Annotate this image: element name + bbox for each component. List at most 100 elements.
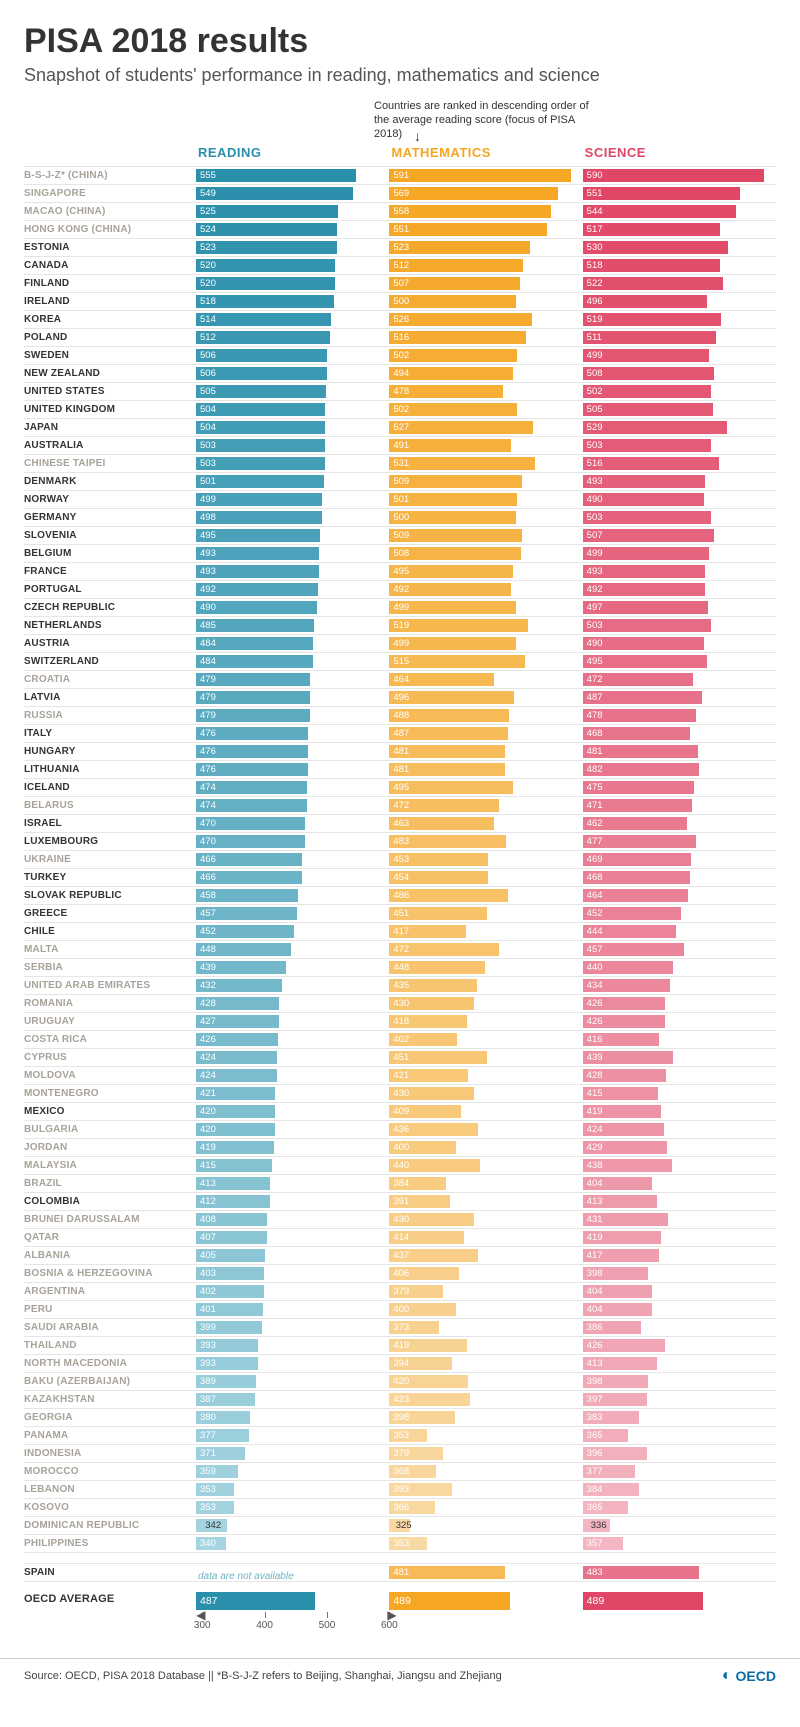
bar-cell-math: 519 xyxy=(389,619,582,633)
bar-cell-math: 325 xyxy=(389,1519,582,1533)
bar-cell-science: 386 xyxy=(583,1321,776,1335)
bar: 474 xyxy=(196,781,307,794)
bar-cell-math: 507 xyxy=(389,277,582,291)
bar-cell-reading: 514 xyxy=(196,313,389,327)
bar: 495 xyxy=(196,529,320,542)
bar-cell-reading: 499 xyxy=(196,493,389,507)
bar-value: 412 xyxy=(200,1195,216,1208)
bar: 353 xyxy=(196,1501,234,1514)
bar-cell-science: 517 xyxy=(583,223,776,237)
bar: 472 xyxy=(583,673,693,686)
bar-value: 501 xyxy=(393,493,409,506)
country-row: SLOVENIA495509507 xyxy=(24,527,776,544)
bar-cell-reading: 412 xyxy=(196,1195,389,1209)
oecd-logo: ◐ OECD xyxy=(722,1667,776,1685)
bar-cell-reading: 555 xyxy=(196,169,389,183)
country-label: HUNGARY xyxy=(24,746,196,757)
bar-value: 527 xyxy=(393,421,409,434)
bar: 418 xyxy=(389,1015,466,1028)
bar-value: 420 xyxy=(200,1123,216,1136)
bar: 486 xyxy=(389,889,507,902)
bar-value: 415 xyxy=(587,1087,603,1100)
axis-tick: 400 xyxy=(256,1620,273,1631)
bar: 366 xyxy=(389,1501,435,1514)
bar-value: 555 xyxy=(200,169,216,182)
country-label: SAUDI ARABIA xyxy=(24,1322,196,1333)
bar-value: 516 xyxy=(393,331,409,344)
bar: 516 xyxy=(389,331,526,344)
bar-value: 508 xyxy=(587,367,603,380)
bar: 426 xyxy=(583,1015,665,1028)
country-row: MALAYSIA415440438 xyxy=(24,1157,776,1174)
bar-value: 471 xyxy=(587,799,603,812)
country-label: NETHERLANDS xyxy=(24,620,196,631)
bar-value: 481 xyxy=(393,763,409,776)
country-label: UNITED KINGDOM xyxy=(24,404,196,415)
bar-cell-science: 416 xyxy=(583,1033,776,1047)
bar-value: 398 xyxy=(587,1267,603,1280)
country-row: BAKU (AZERBAIJAN)389420398 xyxy=(24,1373,776,1390)
bar: 357 xyxy=(583,1537,623,1550)
spain-row: SPAIN data are not available 481 483 xyxy=(24,1564,776,1581)
country-label: LITHUANIA xyxy=(24,764,196,775)
country-row: DENMARK501509493 xyxy=(24,473,776,490)
bar: 421 xyxy=(196,1087,275,1100)
bar: 492 xyxy=(389,583,511,596)
bar-cell-math: 512 xyxy=(389,259,582,273)
country-label: GREECE xyxy=(24,908,196,919)
country-row: URUGUAY 427 418 426 xyxy=(24,1013,776,1030)
bar-cell-math: 569 xyxy=(389,187,582,201)
bar-cell-reading: 493 xyxy=(196,547,389,561)
bar-value: 400 xyxy=(393,1141,409,1154)
country-row: JAPAN504527529 xyxy=(24,419,776,436)
bar-value: 391 xyxy=(393,1195,409,1208)
bar-value: 486 xyxy=(393,889,409,902)
country-row: MOROCCO359368377 xyxy=(24,1463,776,1480)
bar-cell-reading: 479 xyxy=(196,709,389,723)
bar-cell-math: 495 xyxy=(389,781,582,795)
bar-value: 426 xyxy=(587,1015,603,1028)
bar-cell-science: 428 xyxy=(583,1069,776,1083)
bar-cell-reading: 393 xyxy=(196,1339,389,1353)
bar-value: 466 xyxy=(200,871,216,884)
bar: 451 xyxy=(389,1051,486,1064)
country-label: URUGUAY xyxy=(24,1016,196,1027)
bar-cell-math: 501 xyxy=(389,493,582,507)
bar: 415 xyxy=(583,1087,659,1100)
bar-value: 551 xyxy=(587,187,603,200)
bar-cell-science: 440 xyxy=(583,961,776,975)
bar: 462 xyxy=(583,817,687,830)
bar-value: 517 xyxy=(587,223,603,236)
country-row: AUSTRALIA503491503 xyxy=(24,437,776,454)
bar: 488 xyxy=(389,709,509,722)
bar-cell-math: 394 xyxy=(389,1357,582,1371)
country-label: ISRAEL xyxy=(24,818,196,829)
bar: 474 xyxy=(196,799,307,812)
bar: 469 xyxy=(583,853,691,866)
country-label: LATVIA xyxy=(24,692,196,703)
bar-cell-science: 493 xyxy=(583,475,776,489)
bar-value: 430 xyxy=(393,997,409,1010)
bar-value: 484 xyxy=(200,655,216,668)
bar-cell-science: 431 xyxy=(583,1213,776,1227)
country-label: MACAO (CHINA) xyxy=(24,206,196,217)
country-label: MONTENEGRO xyxy=(24,1088,196,1099)
bar-value: 427 xyxy=(200,1015,216,1028)
country-label: ALBANIA xyxy=(24,1250,196,1261)
bar: 502 xyxy=(389,403,517,416)
bar-value: 353 xyxy=(200,1483,216,1496)
bar: 391 xyxy=(389,1195,450,1208)
bar-value: 487 xyxy=(587,691,603,704)
bar: 485 xyxy=(196,619,314,632)
bar-cell-science: 522 xyxy=(583,277,776,291)
bar-cell-math: 435 xyxy=(389,979,582,993)
bar-value: 520 xyxy=(200,259,216,272)
bar-cell-math: 353 xyxy=(389,1429,582,1443)
bar: 479 xyxy=(196,673,310,686)
bar: 591 xyxy=(389,169,571,182)
country-row: COLOMBIA412391413 xyxy=(24,1193,776,1210)
bar: 420 xyxy=(389,1375,468,1388)
bar: 501 xyxy=(389,493,517,506)
bar-value: 470 xyxy=(200,817,216,830)
bar-cell-science: 357 xyxy=(583,1537,776,1551)
